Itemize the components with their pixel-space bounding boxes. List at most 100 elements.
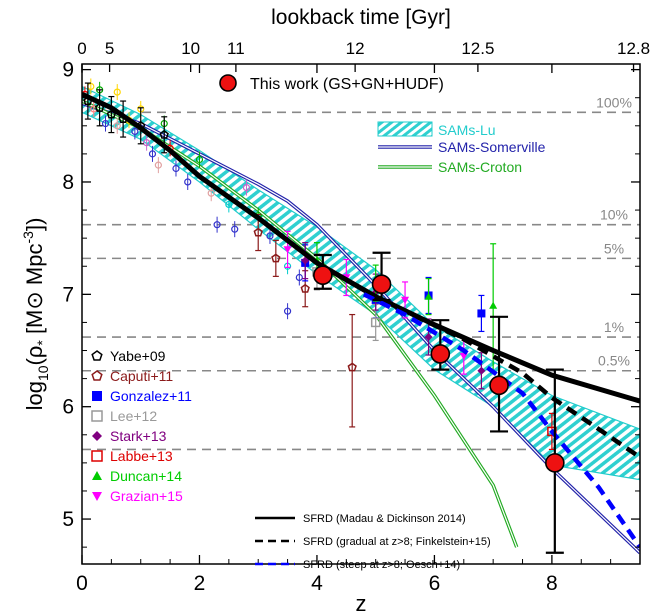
- legend-literature-marker: [91, 370, 103, 381]
- literature-point: [271, 253, 281, 263]
- compilation-point: [113, 122, 121, 130]
- model-curves: [82, 99, 640, 555]
- x-tick-label: 6: [429, 572, 441, 595]
- legend-literature-marker: [92, 391, 102, 401]
- x-tick-label: 0: [76, 572, 88, 595]
- legend-literature-marker: [92, 471, 102, 480]
- y-axis-title-part: 10: [35, 365, 51, 381]
- legend-sfrd-label: SFRD (steep at z>8; Oesch+14): [303, 559, 460, 571]
- legend-sams-lu-swatch: [377, 121, 433, 137]
- y-axis-title-part: [M: [22, 310, 47, 341]
- y-axis-title-part: log: [22, 381, 47, 410]
- this-work-point: [489, 375, 509, 396]
- legend-literature-label: Yabe+09: [110, 348, 166, 364]
- y-tick-label: 5: [62, 508, 74, 531]
- top-axis-title: lookback time [Gyr]: [271, 6, 451, 29]
- compilation-point: [184, 178, 192, 186]
- literature-point: [253, 227, 263, 237]
- plot-frame: [81, 63, 641, 565]
- compilation-point: [242, 183, 251, 192]
- compilation-point: [172, 164, 180, 173]
- literature-point: [459, 352, 468, 361]
- x-axis-title: z: [356, 591, 367, 615]
- literature-point: [489, 301, 498, 309]
- compilation-point: [295, 273, 303, 282]
- legend-literature-marker: [92, 492, 102, 501]
- top-tick-label: 12: [346, 39, 365, 58]
- sfrd-curve: [363, 292, 640, 460]
- y-tick-label: 7: [62, 283, 74, 306]
- model-line-inner: [82, 102, 640, 554]
- compilation-point: [148, 150, 157, 158]
- top-tick-label: 12.5: [461, 39, 494, 58]
- top-tick-label: 10: [181, 39, 200, 58]
- y-axis-title-part: -3: [20, 231, 36, 244]
- this-work-points: [313, 251, 565, 554]
- legend-this-work-label: This work (GS+GN+HUDF): [250, 76, 444, 93]
- legend-literature-label: Grazian+15: [110, 488, 183, 504]
- legend-model-label: SAMs-Somerville: [438, 139, 546, 155]
- compilation-point: [154, 161, 162, 169]
- x-tick-label: 4: [311, 572, 323, 595]
- top-tick-label: 11: [227, 39, 245, 58]
- this-work-point: [371, 274, 392, 295]
- literature-point: [300, 283, 310, 293]
- compilation-point: [143, 139, 151, 147]
- legend-literature-marker: [92, 431, 102, 441]
- legend-this-work: This work (GS+GN+HUDF): [219, 74, 444, 93]
- legend-literature-label: Lee+12: [110, 408, 157, 424]
- legend-sams-lu-label: SAMs-Lu: [438, 122, 496, 138]
- compilation-point: [283, 307, 292, 315]
- legend-sfrd-label: SFRD (gradual at z>8; Finkelstein+15): [303, 536, 491, 548]
- compilation-point: [231, 225, 239, 233]
- this-work-point: [313, 265, 333, 286]
- legend-literature-label: Caputi+11: [110, 368, 173, 384]
- top-tick-label: 12.8: [617, 39, 650, 58]
- legend-sfrd: SFRD (Madau & Dickinson 2014) SFRD (gradu…: [255, 513, 491, 571]
- y-axis-title-part: *: [34, 340, 50, 346]
- sfrd-curve: [82, 92, 640, 404]
- fraction-label: 0.5%: [598, 353, 630, 369]
- fraction-label: 1%: [604, 319, 624, 335]
- literature-point: [424, 292, 433, 300]
- legend-model-label: SAMs-Croton: [438, 159, 522, 175]
- literature-point: [347, 362, 357, 372]
- top-tick-label: 0: [77, 39, 86, 58]
- y-axis-title-part: ⊙: [22, 291, 47, 309]
- fraction-label: 100%: [596, 94, 632, 110]
- axis-ticks: 0 2 4 6 8 5 6 7 8 9: [62, 59, 640, 595]
- top-tick-label: 5: [105, 39, 114, 58]
- y-tick-label: 8: [62, 171, 74, 194]
- legend-literature-label: Gonzalez+11: [110, 388, 192, 404]
- y-tick-label: 9: [62, 59, 74, 82]
- literature-point: [424, 333, 433, 342]
- x-tick-label: 8: [546, 572, 558, 595]
- legend-literature-label: Stark+13: [110, 428, 167, 444]
- legend-literature-marker: [91, 350, 103, 361]
- y-axis-title-part: (ρ: [22, 346, 47, 366]
- compilation-point: [213, 221, 221, 229]
- literature-point: [401, 296, 410, 304]
- literature-point: [477, 366, 486, 375]
- fraction-label: 10%: [600, 207, 628, 223]
- y-axis-title: log10(ρ* [M⊙ Mpc-3]): [20, 218, 51, 411]
- this-work-point: [545, 453, 565, 473]
- fraction-label: 5%: [604, 240, 624, 256]
- literature-point: [370, 317, 381, 328]
- x-tick-label: 2: [194, 572, 206, 595]
- top-axis-ticks: 0 5 10 11 12 12.5 12.8: [77, 39, 650, 72]
- compilation-point: [101, 119, 110, 128]
- y-axis-title-part: Mpc: [22, 243, 47, 291]
- y-tick-label: 6: [62, 396, 74, 419]
- model-line-outer: [82, 101, 640, 555]
- compilation-point: [207, 189, 215, 197]
- literature-point: [301, 256, 310, 265]
- legend-literature-marker: [91, 450, 103, 462]
- sfrd-curves: [82, 92, 640, 549]
- compilation-point: [113, 88, 121, 96]
- this-work-point: [430, 344, 451, 364]
- legend-this-work-marker: [219, 74, 237, 92]
- legend-literature-label: Duncan+14: [110, 468, 182, 484]
- legend-literature: Yabe+09 Caputi+11 Gonzalez+11 Lee+12 Stark+1…: [91, 348, 192, 504]
